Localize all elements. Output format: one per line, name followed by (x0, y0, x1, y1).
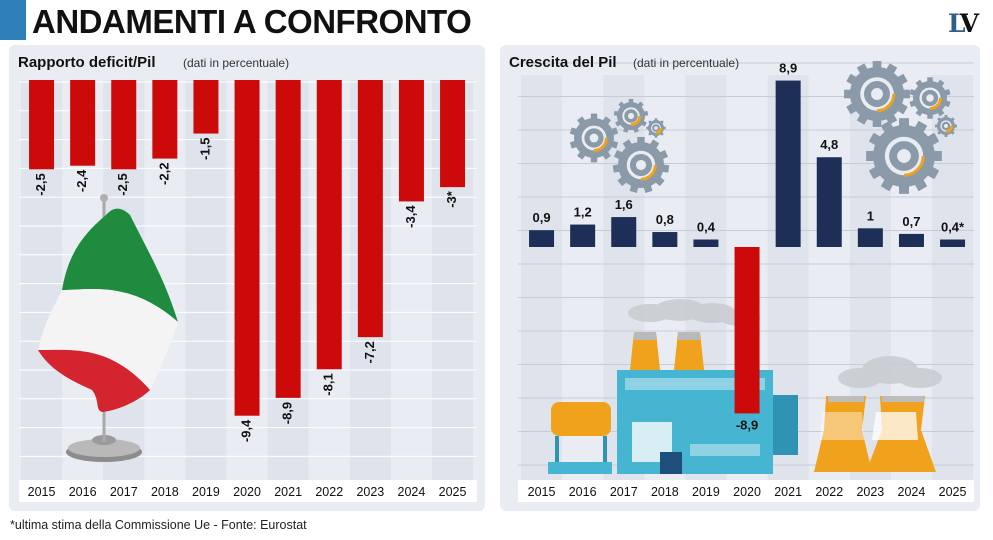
deficit-bar-2023 (357, 80, 383, 338)
growth-tick-2017: 2017 (610, 485, 638, 499)
deficit-value-label-2016: -2,4 (74, 169, 89, 192)
deficit-tick-2020: 2020 (233, 485, 261, 499)
growth-value-label-2024: 0,7 (902, 214, 920, 229)
deficit-value-label-2019: -1,5 (197, 138, 212, 160)
growth-bar-2023 (857, 228, 883, 247)
growth-tick-2021: 2021 (774, 485, 802, 499)
growth-tick-2016: 2016 (569, 485, 597, 499)
deficit-value-label-2022: -8,1 (321, 373, 336, 395)
growth-tick-2020: 2020 (733, 485, 761, 499)
growth-value-label-2020: -8,9 (736, 417, 758, 432)
growth-axis-band (518, 480, 974, 502)
growth-value-label-2019: 0,4 (697, 220, 716, 235)
gears-illustration (569, 61, 957, 194)
growth-value-label-2022: 4,8 (820, 137, 838, 152)
deficit-x-tick-labels: 2015 2016 2017 2018 2019 2020 2021 2022 2023 2024… (28, 485, 467, 499)
growth-value-label-2016: 1,2 (574, 205, 592, 220)
column-stripe (932, 75, 974, 480)
deficit-tick-2021: 2021 (274, 485, 302, 499)
growth-bar-2025 (940, 239, 966, 247)
deficit-value-label-2017: -2,5 (115, 173, 130, 195)
growth-bar-2016 (570, 224, 596, 247)
deficit-data-labels: -2,5 -2,4 -2,5 -2,2 -1,5 -9,4 -8,9 -8,1 -7,2 -3,4… (33, 138, 459, 443)
deficit-value-label-2015: -2,5 (33, 173, 48, 195)
deficit-bar-2018 (152, 80, 178, 159)
gear-icon (935, 115, 957, 137)
brand-logo: LV (948, 9, 979, 38)
deficit-tick-2022: 2022 (315, 485, 343, 499)
deficit-bar-2024 (398, 80, 424, 202)
deficit-bar-2022 (316, 80, 342, 370)
growth-bar-2019 (693, 239, 719, 247)
deficit-bars (29, 80, 466, 416)
deficit-bar-2021 (275, 80, 301, 398)
growth-chart-title: Crescita del Pil (509, 54, 617, 71)
deficit-chart-subtitle: (dati in percentuale) (183, 56, 289, 70)
page-title: ANDAMENTI A CONFRONTO (32, 3, 472, 40)
deficit-value-label-2024: -3,4 (403, 205, 418, 228)
deficit-bar-2025 (440, 80, 466, 188)
deficit-tick-2024: 2024 (398, 485, 426, 499)
growth-data-labels: 0,9 1,2 1,6 0,8 0,4 -8,9 8,9 4,8 1 0,7 0,4* (533, 61, 966, 433)
deficit-bar-2015 (29, 80, 55, 170)
growth-value-label-2025: 0,4* (941, 220, 965, 235)
deficit-value-label-2023: -7,2 (362, 341, 377, 363)
growth-chart-subtitle: (dati in percentuale) (633, 56, 739, 70)
gear-icon (646, 118, 666, 138)
growth-bar-2022 (816, 157, 842, 247)
footnote: *ultima stima della Commissione Ue - Fon… (10, 518, 307, 532)
deficit-tick-2019: 2019 (192, 485, 220, 499)
deficit-chart-panel: -2,5 -2,4 -2,5 -2,2 -1,5 -9,4 -8,9 -8,1 -7,2 -3,4… (9, 45, 485, 511)
deficit-bar-2019 (193, 80, 219, 134)
growth-value-label-2023: 1 (867, 208, 874, 223)
growth-value-label-2015: 0,9 (533, 210, 551, 225)
deficit-bar-2016 (70, 80, 96, 166)
growth-bar-2024 (898, 233, 924, 247)
deficit-value-label-2018: -2,2 (156, 163, 171, 185)
growth-bar-2017 (611, 217, 637, 247)
gear-icon (569, 113, 619, 163)
growth-bar-2020 (734, 247, 760, 414)
growth-tick-2019: 2019 (692, 485, 720, 499)
gear-icon (613, 98, 649, 133)
deficit-axis-band (19, 480, 477, 502)
growth-value-label-2018: 0,8 (656, 212, 674, 227)
growth-tick-2018: 2018 (651, 485, 679, 499)
growth-tick-2022: 2022 (815, 485, 843, 499)
deficit-tick-2025: 2025 (439, 485, 467, 499)
gear-icon (866, 118, 942, 194)
growth-tick-2025: 2025 (939, 485, 967, 499)
deficit-tick-2017: 2017 (110, 485, 138, 499)
italian-flag-illustration (38, 194, 178, 462)
deficit-tick-2016: 2016 (69, 485, 97, 499)
growth-bar-2021 (775, 80, 801, 247)
growth-value-label-2017: 1,6 (615, 197, 633, 212)
growth-tick-2023: 2023 (856, 485, 884, 499)
deficit-tick-2015: 2015 (28, 485, 56, 499)
gear-icon (909, 77, 951, 119)
deficit-value-label-2020: -9,4 (238, 419, 253, 442)
growth-tick-2015: 2015 (528, 485, 556, 499)
gear-icon (612, 136, 670, 193)
deficit-tick-2023: 2023 (356, 485, 384, 499)
growth-bar-2015 (529, 230, 555, 247)
growth-chart-panel: 0,9 1,2 1,60,8 0,4-8,98,94,81 0,7 0,4* 2015 20… (500, 45, 980, 511)
deficit-bar-2020 (234, 80, 260, 416)
deficit-chart-title: Rapporto deficit/Pil (18, 54, 156, 71)
deficit-value-label-2021: -8,9 (280, 402, 295, 424)
deficit-value-label-2025: -3* (444, 190, 459, 208)
deficit-bar-2017 (111, 80, 137, 170)
growth-bar-2018 (652, 232, 678, 247)
growth-tick-2024: 2024 (898, 485, 926, 499)
growth-value-label-2021: 8,9 (779, 61, 797, 76)
growth-x-tick-labels: 2015 2016 2017 2018 2019 2020 2021 2022 2023 2024… (528, 485, 967, 499)
column-stripe (185, 80, 227, 480)
gear-icon (844, 61, 910, 127)
title-accent-square (0, 0, 26, 40)
growth-bars (529, 80, 966, 414)
deficit-tick-2018: 2018 (151, 485, 179, 499)
